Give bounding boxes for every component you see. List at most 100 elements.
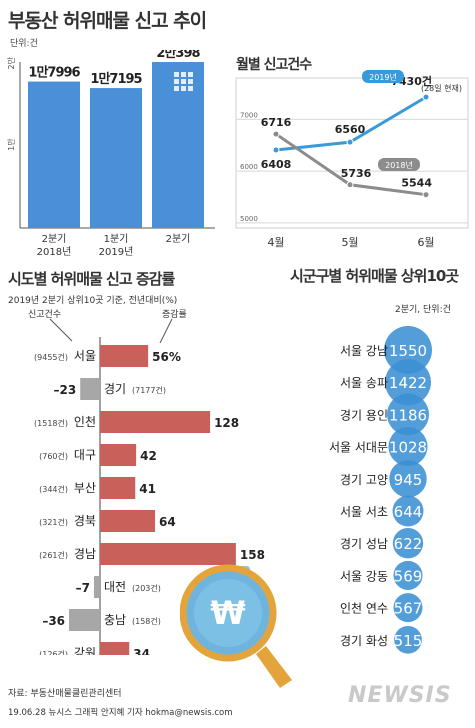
bar bbox=[90, 88, 142, 229]
value-label: –36 bbox=[42, 614, 65, 628]
x-tick-label: 5월 bbox=[341, 236, 358, 249]
region-label: 경남 bbox=[74, 547, 96, 561]
value-label: 158 bbox=[240, 548, 265, 562]
won-icon: ₩ bbox=[210, 594, 245, 632]
district-label: 서울 강동 bbox=[340, 569, 388, 583]
region-label: 인천 bbox=[74, 414, 96, 429]
credit-text: 19.06.28 뉴시스 그래픽 안지혜 기자 hokma@newsis.com bbox=[8, 708, 233, 718]
count-label: (7177건) bbox=[132, 385, 166, 395]
legend-label-2019: 2019년 bbox=[369, 72, 397, 82]
bar-value-label: 1만7996 bbox=[28, 65, 80, 81]
region-label: 대전 bbox=[104, 580, 126, 594]
region-label: 대구 bbox=[74, 448, 96, 462]
legend-badge-2019 bbox=[362, 70, 404, 83]
value-label: 42 bbox=[140, 449, 157, 463]
building-window bbox=[181, 79, 186, 85]
legend-count-pointer bbox=[49, 318, 73, 342]
line-chart-panel bbox=[235, 77, 469, 229]
bubble bbox=[392, 527, 424, 559]
x-tick-label: 4월 bbox=[267, 236, 284, 249]
value-label: 64 bbox=[159, 515, 176, 529]
value-label: 56% bbox=[152, 350, 181, 364]
bubble-value-label: 1028 bbox=[389, 439, 427, 457]
magnifier-icon: ₩ bbox=[180, 564, 292, 688]
district-chart-title: 시군구별 허위매물 상위10곳 bbox=[290, 267, 459, 285]
count-label: (126건) bbox=[39, 649, 68, 655]
bubble bbox=[389, 460, 427, 498]
series-note: (28일 현재) bbox=[421, 84, 462, 93]
bubble-value-label: 515 bbox=[394, 632, 423, 650]
category-year-label: 2019년 bbox=[99, 246, 134, 258]
y-tick-label: 1만 bbox=[7, 138, 16, 151]
category-year-label: 2018년 bbox=[37, 246, 72, 258]
district-label: 서울 송파 bbox=[340, 376, 388, 390]
data-label: 5544 bbox=[401, 177, 432, 190]
bar bbox=[28, 81, 80, 229]
value-label: 128 bbox=[214, 416, 239, 430]
bubble bbox=[388, 427, 428, 467]
legend-badge-2018 bbox=[378, 158, 420, 171]
bubble-value-label: 1422 bbox=[389, 374, 427, 392]
data-label: 5736 bbox=[341, 167, 372, 180]
count-label: (344건) bbox=[39, 484, 68, 494]
value-label: –7 bbox=[76, 581, 90, 595]
data-point bbox=[346, 138, 354, 146]
data-point bbox=[422, 93, 430, 101]
count-label: (9455건) bbox=[34, 352, 68, 362]
magnifier-illustration: ₩ bbox=[180, 564, 292, 688]
bubble-value-label: 644 bbox=[394, 503, 423, 521]
value-label: 41 bbox=[139, 482, 156, 496]
building-window bbox=[174, 72, 179, 78]
value-label: 34 bbox=[133, 647, 150, 655]
y-tick-label: 2만 bbox=[7, 56, 16, 69]
region-label: 충남 bbox=[104, 613, 126, 627]
data-point bbox=[422, 191, 430, 199]
page-title: 부동산 허위매물 신고 추이 bbox=[8, 10, 207, 32]
region-label: 경북 bbox=[74, 514, 96, 528]
building-window bbox=[174, 86, 179, 92]
y-tick-label: 7000 bbox=[240, 111, 258, 119]
bar bbox=[69, 609, 100, 631]
bubble bbox=[394, 625, 422, 654]
data-label: 6716 bbox=[261, 116, 292, 129]
bar bbox=[100, 444, 137, 466]
data-label: 6560 bbox=[335, 123, 366, 136]
building-window bbox=[174, 79, 179, 85]
x-tick-label: 6월 bbox=[417, 236, 434, 249]
region-label: 부산 bbox=[74, 481, 96, 495]
legend-label-2018: 2018년 bbox=[385, 160, 413, 170]
region-chart-title: 시도별 허위매물 신고 증감률 bbox=[8, 270, 175, 288]
data-label: 6408 bbox=[261, 158, 292, 171]
bubble bbox=[384, 326, 432, 374]
district-label: 경기 성남 bbox=[340, 537, 388, 551]
legend-rate-pointer bbox=[159, 318, 173, 344]
district-label: 서울 서초 bbox=[340, 505, 388, 519]
building-window bbox=[181, 72, 186, 78]
bubble-value-label: 622 bbox=[394, 535, 423, 553]
region-label: 경기 bbox=[104, 382, 126, 396]
bubble-value-label: 1186 bbox=[389, 406, 427, 424]
region-chart-subtitle: 2019년 2분기 상위10곳 기준, 전년대비(%) bbox=[8, 296, 178, 306]
bar bbox=[100, 543, 236, 565]
region-label: 강원 bbox=[74, 646, 96, 655]
region-label: 서울 bbox=[74, 349, 96, 363]
data-point bbox=[272, 146, 280, 154]
y-tick-label: 5000 bbox=[240, 215, 258, 223]
bar bbox=[100, 345, 149, 367]
data-point bbox=[346, 181, 354, 189]
count-label: (1518건) bbox=[34, 418, 68, 428]
count-label: (158건) bbox=[132, 616, 161, 626]
bar-value-label: 2만398 bbox=[156, 50, 200, 61]
district-label: 인천 연수 bbox=[340, 601, 388, 616]
district-chart-unit: 2분기, 단위:건 bbox=[395, 305, 451, 315]
bubble bbox=[393, 593, 423, 623]
legend-count-label: 신고건수 bbox=[28, 309, 61, 320]
newsis-logo: NEWSIS bbox=[348, 683, 452, 708]
count-label: (321건) bbox=[39, 517, 68, 527]
unit-label: 단위:건 bbox=[10, 39, 38, 49]
district-bubble-chart: 서울 강남 1550 서울 송파 1422 경기 용인 1186 서울 서대문 1028 경기 … bbox=[329, 326, 432, 654]
bar bbox=[93, 576, 100, 598]
